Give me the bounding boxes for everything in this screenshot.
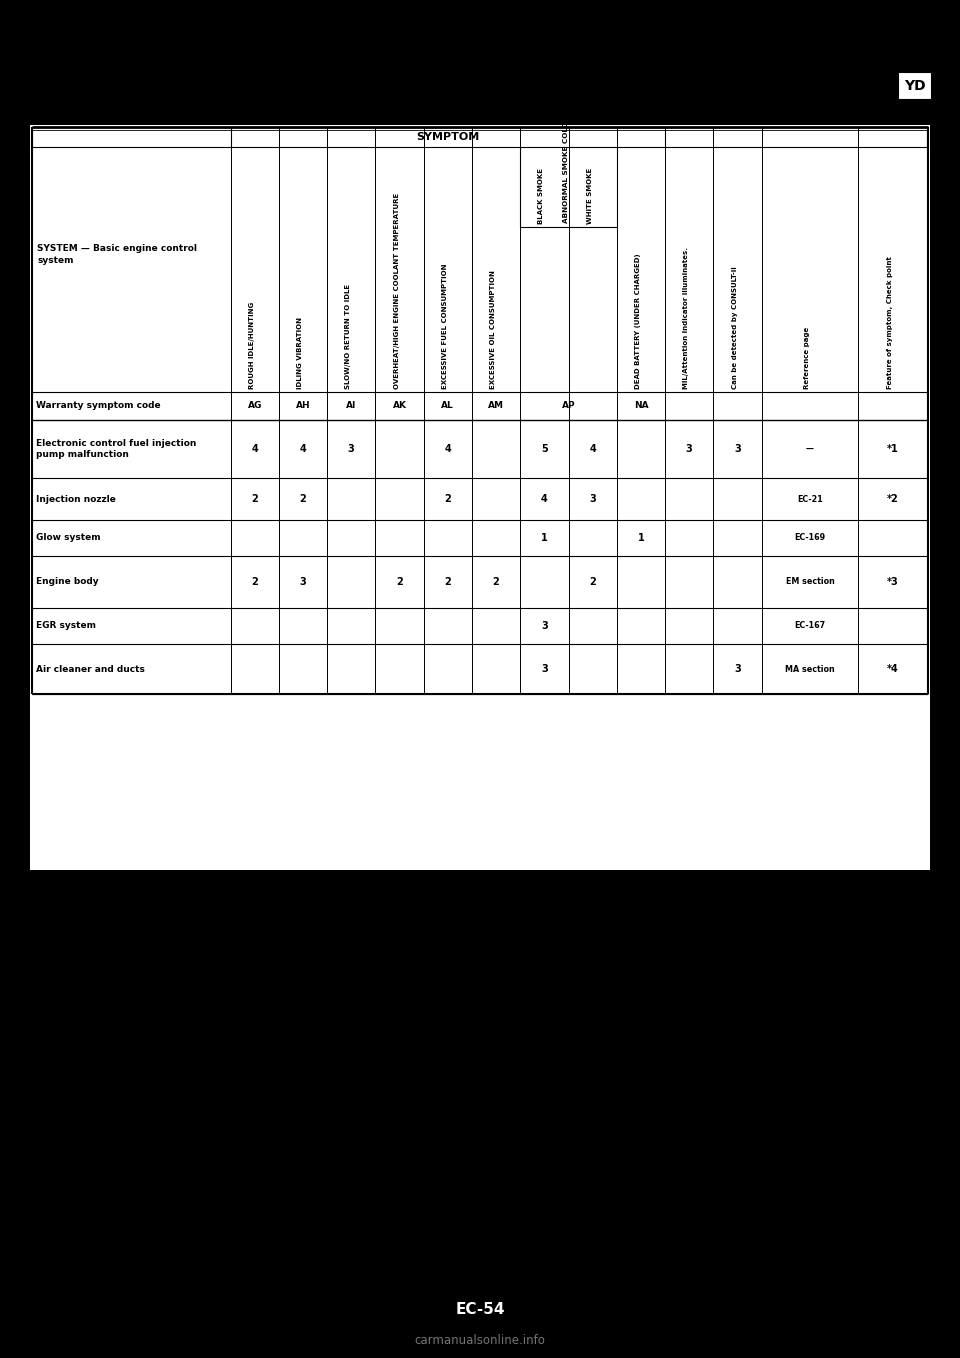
Text: EC-169: EC-169 (795, 534, 826, 542)
Text: 4: 4 (252, 444, 258, 454)
Text: *4: *4 (887, 664, 899, 674)
Text: Can be detected by CONSULT-II: Can be detected by CONSULT-II (732, 266, 737, 388)
Bar (898, 72, 932, 100)
Text: 3: 3 (541, 664, 548, 674)
Text: MIL/Attention Indicator illuminates.: MIL/Attention Indicator illuminates. (684, 247, 689, 388)
Text: Electronic control fuel injection
pump malfunction: Electronic control fuel injection pump m… (36, 439, 197, 459)
Text: Feature of symptom, Check point: Feature of symptom, Check point (887, 257, 893, 388)
Text: AI: AI (346, 402, 356, 410)
Text: *4: Symptom varies depending on clogging of air duct, etc.: *4: Symptom varies depending on clogging… (32, 797, 358, 807)
Text: 3: 3 (685, 444, 692, 454)
Text: 2: 2 (396, 577, 403, 587)
Text: 2: 2 (252, 577, 258, 587)
Text: SYMPTOM: SYMPTOM (417, 132, 479, 143)
Text: EXCESSIVE FUEL CONSUMPTION: EXCESSIVE FUEL CONSUMPTION (442, 263, 447, 388)
Bar (665, 128, 928, 147)
Text: DEAD BATTERY (UNDER CHARGED): DEAD BATTERY (UNDER CHARGED) (635, 254, 641, 388)
Text: EGR system: EGR system (36, 622, 96, 630)
Text: EC-21: EC-21 (797, 494, 823, 504)
Text: 3: 3 (734, 664, 741, 674)
Text: AG: AG (248, 402, 262, 410)
Text: NA: NA (634, 402, 648, 410)
Text: 3: 3 (734, 444, 741, 454)
Text: *2: Depends on open/close pressure and spray pattern.: *2: Depends on open/close pressure and s… (32, 763, 337, 773)
Text: ABNORMAL SMOKE COLOR: ABNORMAL SMOKE COLOR (563, 115, 568, 223)
Text: AM: AM (488, 402, 504, 410)
Text: EM section: EM section (785, 577, 834, 587)
Text: OVERHEAT/HIGH ENGINE COOLANT TEMPERATURE: OVERHEAT/HIGH ENGINE COOLANT TEMPERATURE (394, 193, 399, 388)
Text: 3: 3 (589, 494, 596, 504)
Text: 1: 1 (541, 532, 548, 543)
Text: 4: 4 (589, 444, 596, 454)
Text: IDLING VIBRATION: IDLING VIBRATION (297, 316, 303, 388)
Text: *1: *1 (887, 444, 899, 454)
Text: 2: 2 (589, 577, 596, 587)
Text: TROUBLE DIAGNOSIS — GENERAL DESCRIPTION: TROUBLE DIAGNOSIS — GENERAL DESCRIPTION (276, 77, 684, 92)
Text: 4: 4 (541, 494, 548, 504)
Text: EC-54: EC-54 (455, 1302, 505, 1317)
Text: EXCESSIVE OIL CONSUMPTION: EXCESSIVE OIL CONSUMPTION (491, 270, 496, 388)
Text: Reference page: Reference page (804, 327, 810, 388)
Text: YD: YD (904, 79, 925, 92)
Text: —: — (806, 444, 814, 454)
Text: 5: 5 (541, 444, 548, 454)
Text: AL: AL (442, 402, 454, 410)
Text: EC-167: EC-167 (795, 622, 826, 630)
Bar (30, 125, 930, 870)
Text: Warranty symptom code: Warranty symptom code (36, 402, 160, 410)
Text: 4: 4 (444, 444, 451, 454)
Text: SLOW/NO RETURN TO IDLE: SLOW/NO RETURN TO IDLE (346, 284, 351, 388)
Text: *2: *2 (887, 494, 899, 504)
Text: carmanualsonline.info: carmanualsonline.info (415, 1334, 545, 1347)
Text: 2: 2 (444, 577, 451, 587)
Text: Symptom Matrix Chart (Cont’d): Symptom Matrix Chart (Cont’d) (32, 103, 217, 113)
Text: ROUGH IDLE/HUNTING: ROUGH IDLE/HUNTING (249, 301, 254, 388)
Text: 2: 2 (252, 494, 258, 504)
Text: WHITE SMOKE: WHITE SMOKE (587, 168, 592, 224)
Text: MA section: MA section (785, 664, 835, 674)
Text: AH: AH (296, 402, 310, 410)
Text: Air cleaner and ducts: Air cleaner and ducts (36, 664, 145, 674)
Text: 2: 2 (444, 494, 451, 504)
Text: 3: 3 (300, 577, 306, 587)
Text: Engine body: Engine body (36, 577, 99, 587)
Text: 1 – 5: The numbers refer to the order of inspection.: 1 – 5: The numbers refer to the order of… (32, 712, 316, 722)
Text: 3: 3 (348, 444, 354, 454)
Text: *1: Fuel injection system malfunction or fuel injection timing control system ma: *1: Fuel injection system malfunction or… (32, 746, 625, 756)
Text: AK: AK (393, 402, 406, 410)
Bar (32, 128, 230, 147)
Text: Injection nozzle: Injection nozzle (36, 494, 116, 504)
Text: (continued on next page): (continued on next page) (32, 729, 172, 739)
Text: Glow system: Glow system (36, 534, 101, 542)
Text: 1: 1 (637, 532, 644, 543)
Text: 4: 4 (300, 444, 306, 454)
Text: AP: AP (562, 402, 575, 410)
Text: 3: 3 (541, 621, 548, 631)
Text: SYSTEM — Basic engine control
system: SYSTEM — Basic engine control system (37, 243, 197, 265)
Text: 2: 2 (492, 577, 499, 587)
Text: 2: 2 (300, 494, 306, 504)
Text: BLACK SMOKE: BLACK SMOKE (539, 168, 544, 224)
Text: *3: Caused mainly by insufficient compression pressure.: *3: Caused mainly by insufficient compre… (32, 779, 343, 790)
Text: *3: *3 (887, 577, 899, 587)
